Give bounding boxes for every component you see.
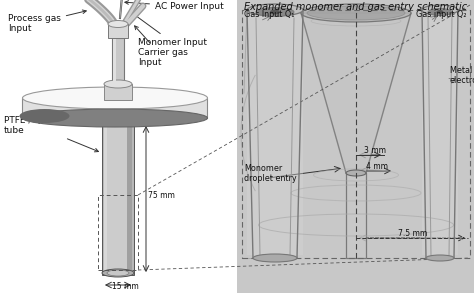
Ellipse shape xyxy=(104,80,132,88)
Text: Expanded monomer and gas entry schematic: Expanded monomer and gas entry schematic xyxy=(244,2,467,12)
Text: Monomer Input: Monomer Input xyxy=(131,12,207,47)
Ellipse shape xyxy=(270,9,280,14)
Bar xyxy=(102,118,134,275)
Bar xyxy=(112,38,124,86)
Bar xyxy=(22,98,208,118)
Text: 15 mm: 15 mm xyxy=(112,282,139,291)
Bar xyxy=(127,120,132,273)
Text: Carrier gas
Input: Carrier gas Input xyxy=(135,26,188,67)
Text: 3 mm: 3 mm xyxy=(364,146,386,155)
Text: 4 mm: 4 mm xyxy=(366,162,388,171)
Bar xyxy=(422,10,458,255)
Ellipse shape xyxy=(102,269,134,277)
Ellipse shape xyxy=(253,254,297,262)
Ellipse shape xyxy=(19,109,70,123)
Ellipse shape xyxy=(437,10,444,14)
Bar xyxy=(0,0,237,293)
Text: PTFE / Quartz
tube: PTFE / Quartz tube xyxy=(4,116,99,152)
Text: AC Power Input: AC Power Input xyxy=(125,1,224,11)
Ellipse shape xyxy=(247,4,303,16)
Ellipse shape xyxy=(22,87,208,109)
Text: Gas input Q₂: Gas input Q₂ xyxy=(416,10,466,19)
Ellipse shape xyxy=(346,170,366,176)
Text: 7.5 mm: 7.5 mm xyxy=(398,229,427,238)
Bar xyxy=(104,120,109,273)
Bar xyxy=(107,120,129,273)
Ellipse shape xyxy=(422,5,458,15)
Ellipse shape xyxy=(108,21,128,28)
Bar xyxy=(237,0,474,293)
Ellipse shape xyxy=(426,255,454,261)
Bar xyxy=(242,10,470,258)
Ellipse shape xyxy=(301,4,411,22)
Bar xyxy=(247,10,303,255)
Text: 75 mm: 75 mm xyxy=(148,191,175,200)
Text: Gas Input Q₁: Gas Input Q₁ xyxy=(244,10,294,19)
Text: Process gas
Input: Process gas Input xyxy=(8,10,86,33)
Ellipse shape xyxy=(256,8,294,16)
Text: Metal pin
electrode: Metal pin electrode xyxy=(450,66,474,85)
Ellipse shape xyxy=(307,6,405,20)
Bar xyxy=(113,39,116,85)
Bar xyxy=(346,173,366,258)
Ellipse shape xyxy=(22,109,208,127)
Ellipse shape xyxy=(107,270,129,276)
Ellipse shape xyxy=(428,8,452,16)
Bar xyxy=(98,195,138,270)
Bar xyxy=(104,84,132,100)
Polygon shape xyxy=(301,13,411,173)
Text: Monomer
droplet entry: Monomer droplet entry xyxy=(244,163,297,183)
Bar xyxy=(108,24,128,38)
